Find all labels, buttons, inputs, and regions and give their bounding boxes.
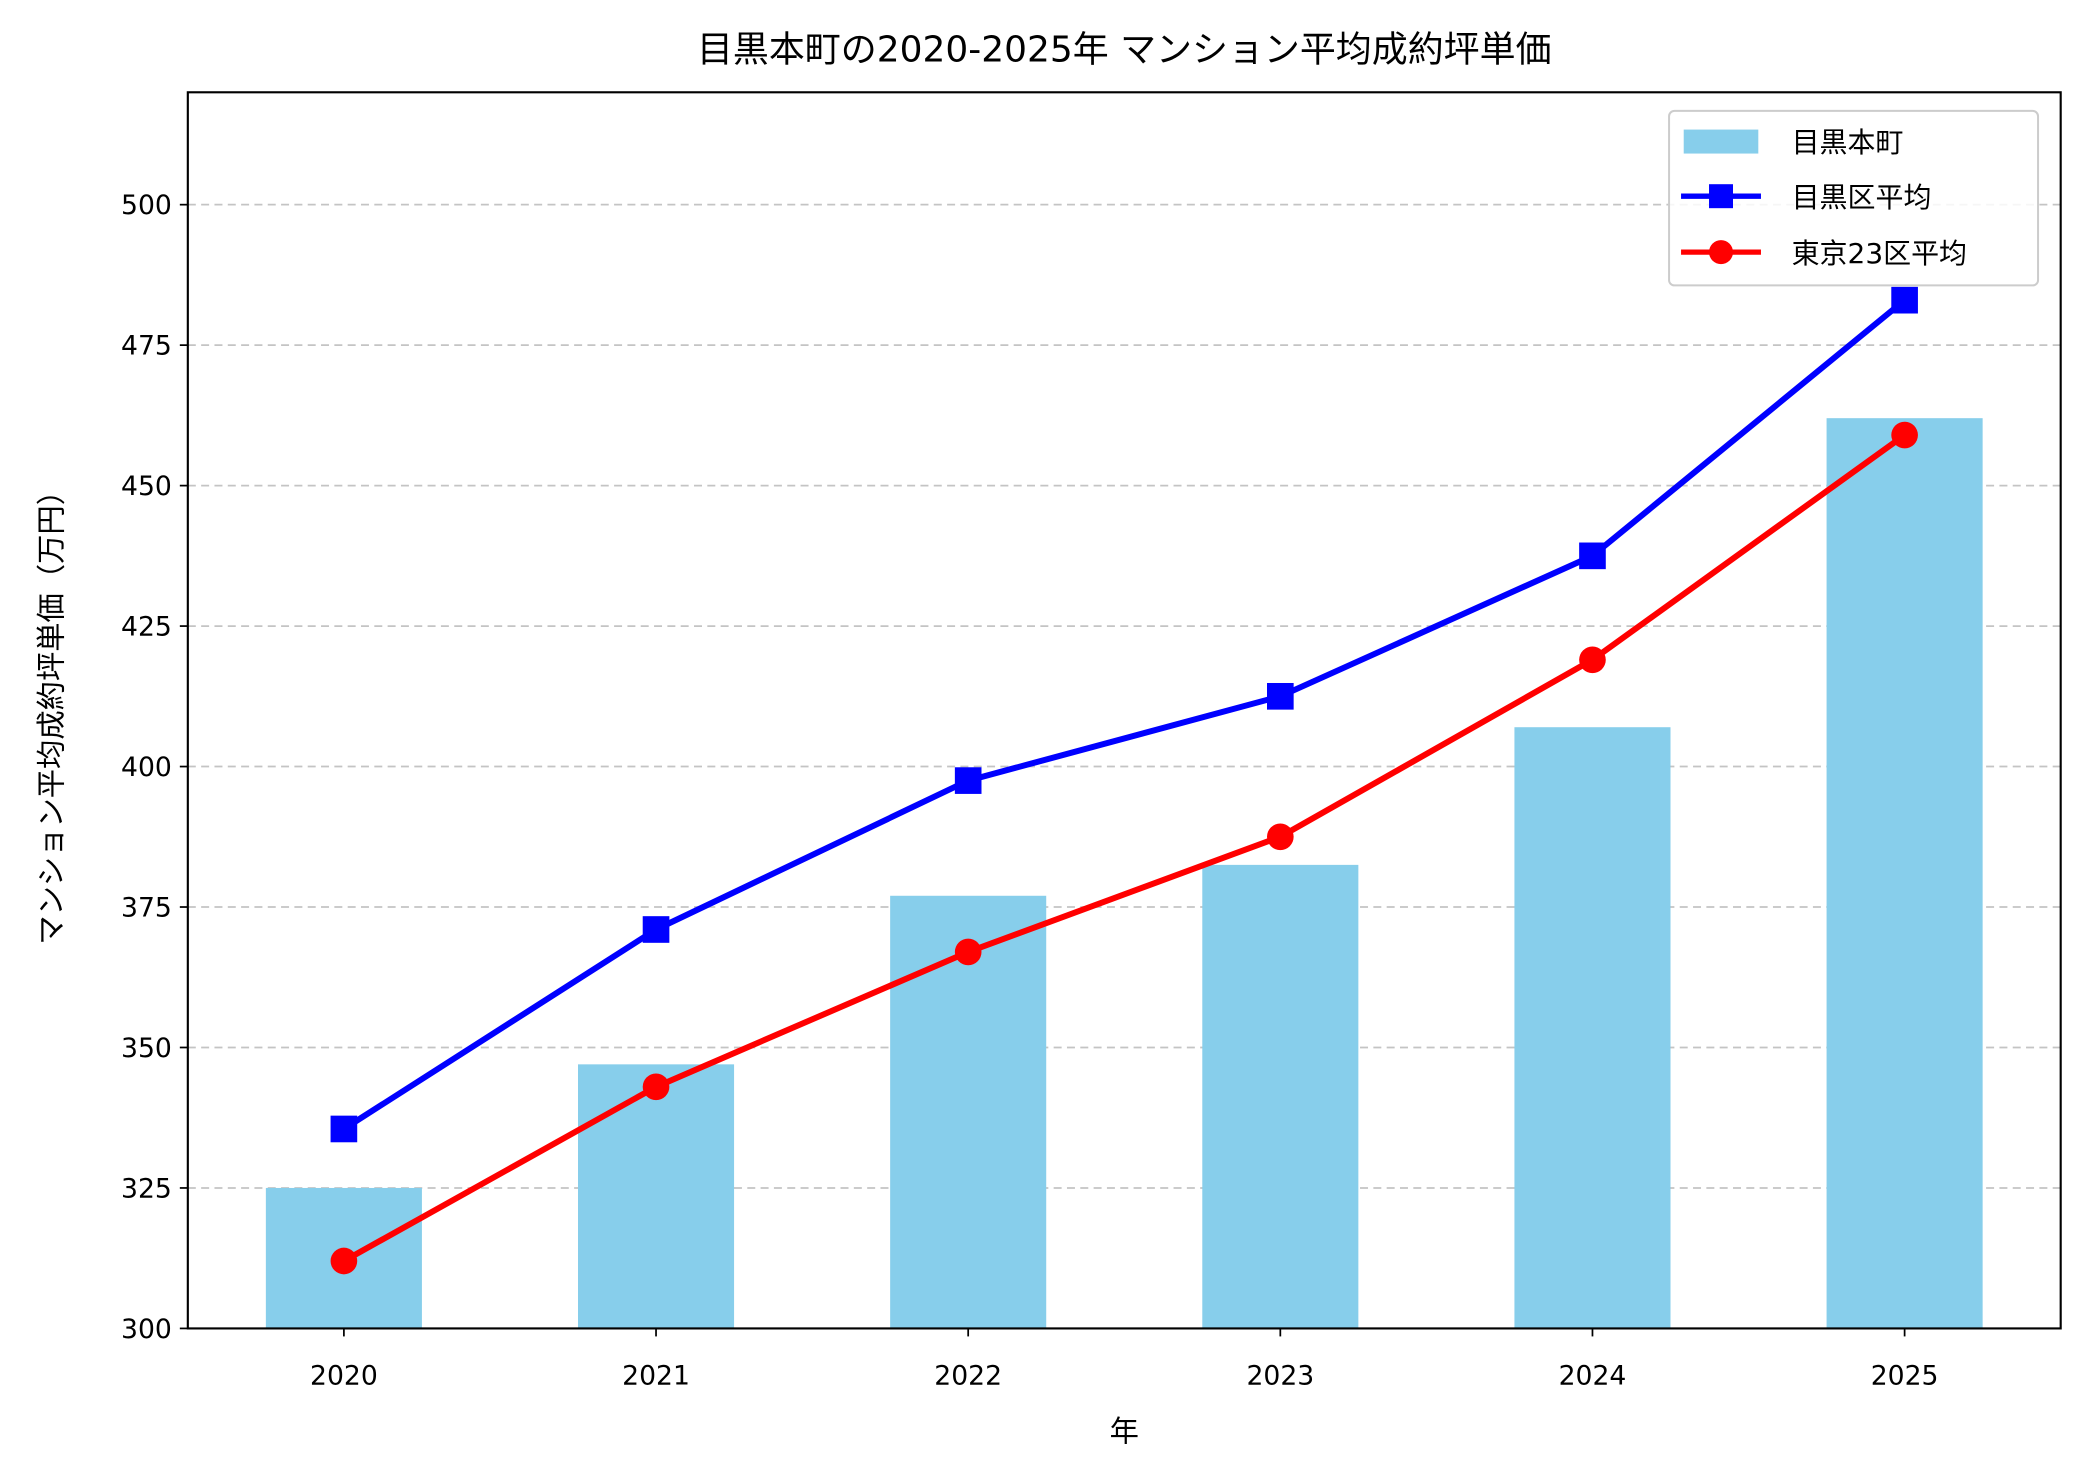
- point-circle-2025: [1891, 421, 1918, 449]
- x-tick-label: 2022: [934, 1360, 1002, 1391]
- x-tick-label: 2023: [1246, 1360, 1314, 1391]
- legend-label-0: 目黒本町: [1792, 126, 1904, 159]
- x-tick-label: 2024: [1559, 1360, 1627, 1391]
- y-tick-label: 425: [121, 611, 172, 642]
- x-tick-label: 2021: [622, 1360, 690, 1391]
- y-axis-label: マンション平均成約坪単価（万円）: [34, 476, 68, 945]
- legend-swatch-bar: [1683, 129, 1759, 154]
- y-tick-label: 325: [121, 1173, 172, 1204]
- point-square-2022: [954, 767, 982, 794]
- series-line-2: [342, 432, 1907, 1264]
- point-square-2021: [642, 916, 670, 943]
- point-square-2025: [1891, 286, 1918, 314]
- y-tick-label: 375: [121, 892, 172, 923]
- y-tick-label: 400: [121, 752, 172, 783]
- legend-marker-circle: [1709, 240, 1733, 265]
- legend-marker-square: [1709, 184, 1733, 209]
- point-square-2023: [1267, 682, 1294, 710]
- point-circle-2021: [642, 1073, 670, 1101]
- series-line-1: [342, 297, 1907, 1132]
- x-tick-label: 2025: [1871, 1360, 1939, 1391]
- bar-2024: [1514, 727, 1671, 1329]
- bar-2021: [577, 1064, 735, 1329]
- bar-2023: [1202, 864, 1359, 1329]
- point-square-2024: [1579, 542, 1606, 570]
- y-tick-label: 475: [121, 330, 172, 361]
- y-tick-label: 500: [121, 190, 172, 221]
- y-tick-label: 450: [121, 471, 172, 502]
- chart-title: 目黒本町の2020-2025年 マンション平均成約坪単価: [697, 30, 1552, 71]
- x-tick-label: 2020: [310, 1360, 378, 1391]
- point-circle-2020: [330, 1247, 358, 1275]
- legend-label-2: 東京23区平均: [1792, 237, 1967, 270]
- legend-label-1: 目黒区平均: [1792, 181, 1932, 214]
- plot-frame: [186, 91, 2062, 1330]
- bar-2025: [1826, 418, 1983, 1329]
- bar-2022: [890, 895, 1047, 1329]
- point-square-2020: [330, 1115, 358, 1143]
- point-circle-2024: [1579, 646, 1606, 674]
- y-tick-label: 300: [121, 1314, 172, 1345]
- legend: 目黒本町 目黒区平均 東京23区平均: [1668, 109, 2040, 287]
- x-axis-label: 年: [1110, 1415, 1139, 1449]
- point-circle-2022: [954, 938, 982, 966]
- point-circle-2023: [1267, 823, 1294, 851]
- y-tick-label: 350: [121, 1033, 172, 1064]
